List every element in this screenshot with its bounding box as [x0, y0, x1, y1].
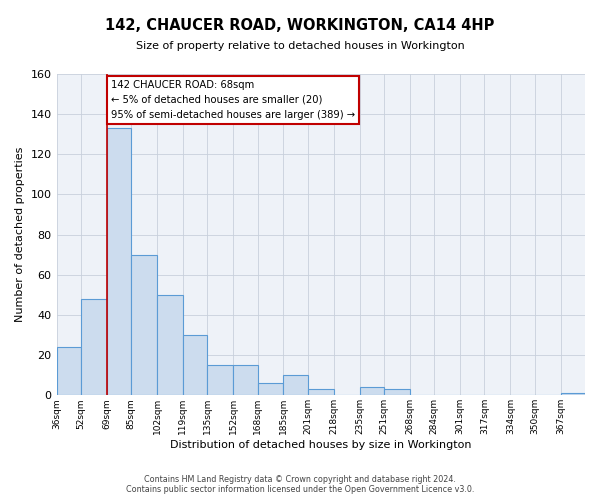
Bar [283, 375, 308, 396]
Text: 142, CHAUCER ROAD, WORKINGTON, CA14 4HP: 142, CHAUCER ROAD, WORKINGTON, CA14 4HP [106, 18, 494, 32]
Y-axis label: Number of detached properties: Number of detached properties [15, 147, 25, 322]
Bar [56, 347, 81, 396]
Bar [131, 254, 157, 396]
Text: 142 CHAUCER ROAD: 68sqm
← 5% of detached houses are smaller (20)
95% of semi-det: 142 CHAUCER ROAD: 68sqm ← 5% of detached… [112, 80, 355, 120]
Bar [308, 390, 334, 396]
Bar [81, 299, 107, 396]
Bar [157, 295, 183, 396]
Bar [233, 365, 257, 396]
Bar [560, 394, 585, 396]
Bar [257, 383, 283, 396]
Text: Size of property relative to detached houses in Workington: Size of property relative to detached ho… [136, 41, 464, 51]
Bar [384, 390, 410, 396]
Bar [107, 128, 131, 396]
Text: Contains HM Land Registry data © Crown copyright and database right 2024.: Contains HM Land Registry data © Crown c… [144, 475, 456, 484]
Bar [183, 335, 208, 396]
X-axis label: Distribution of detached houses by size in Workington: Distribution of detached houses by size … [170, 440, 472, 450]
Bar [359, 388, 384, 396]
Bar [208, 365, 233, 396]
Text: Contains public sector information licensed under the Open Government Licence v3: Contains public sector information licen… [126, 485, 474, 494]
